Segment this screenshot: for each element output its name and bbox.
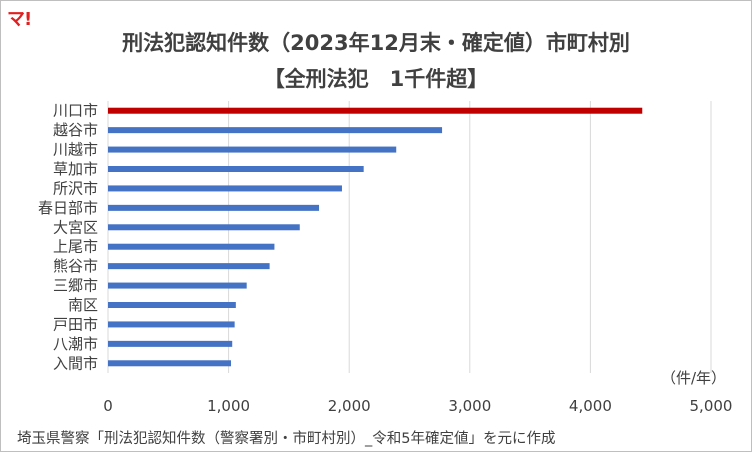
category-label: 大宮区 <box>53 218 98 236</box>
category-label: 川越市 <box>53 141 98 159</box>
category-label: 入間市 <box>53 354 98 372</box>
bar <box>108 263 270 270</box>
category-label: 三郷市 <box>53 277 98 295</box>
bar <box>108 360 232 367</box>
axis-unit-label: （件/年） <box>661 369 727 387</box>
brand-logo: マ! <box>7 9 32 30</box>
category-label: 戸田市 <box>53 315 98 333</box>
x-tick-label: 2,000 <box>328 397 371 415</box>
category-label: 上尾市 <box>53 238 98 256</box>
bar <box>108 321 235 328</box>
category-label: 熊谷市 <box>53 257 98 275</box>
bar <box>108 127 443 134</box>
category-label: 八潮市 <box>53 335 98 353</box>
bar <box>108 185 342 192</box>
chart-subtitle: 【全刑法犯 1千件超】 <box>263 67 489 91</box>
bar <box>108 204 320 211</box>
x-tick-label: 1,000 <box>207 397 250 415</box>
bar <box>108 146 397 153</box>
category-label: 所沢市 <box>53 179 98 197</box>
source-note: 埼玉県警察「刑法犯認知件数（警察署別・市町村別）_令和5年確定値」を元に作成 <box>17 431 556 447</box>
category-label: 川口市 <box>53 102 98 120</box>
chart-title: 刑法犯認知件数（2023年12月末・確定値）市町村別 <box>122 31 630 55</box>
bar <box>108 107 643 114</box>
bar <box>108 282 247 289</box>
category-label: 南区 <box>68 296 98 314</box>
bar <box>108 302 236 308</box>
category-label: 草加市 <box>53 160 98 178</box>
x-tick-label: 3,000 <box>448 397 491 415</box>
bar <box>108 224 300 231</box>
x-tick-label: 0 <box>103 397 113 415</box>
category-label: 春日部市 <box>38 199 98 217</box>
bar <box>108 243 275 250</box>
category-label: 越谷市 <box>53 121 98 139</box>
bar <box>108 340 233 347</box>
x-tick-label: 4,000 <box>569 397 612 415</box>
x-tick-label: 5,000 <box>690 397 733 415</box>
bar <box>108 166 364 172</box>
